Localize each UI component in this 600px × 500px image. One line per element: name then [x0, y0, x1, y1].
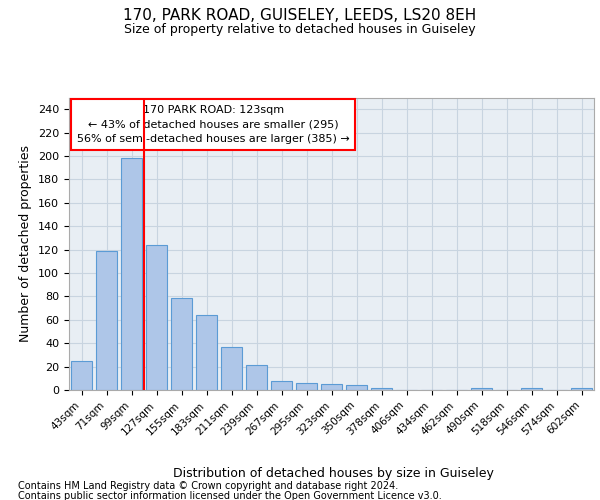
Bar	[321, 384, 342, 390]
Bar	[571, 388, 592, 390]
Bar	[171, 298, 192, 390]
Bar	[521, 388, 542, 390]
Bar	[296, 383, 317, 390]
Bar	[146, 245, 167, 390]
Text: Size of property relative to detached houses in Guiseley: Size of property relative to detached ho…	[124, 22, 476, 36]
Bar	[246, 366, 267, 390]
Text: 170, PARK ROAD, GUISELEY, LEEDS, LS20 8EH: 170, PARK ROAD, GUISELEY, LEEDS, LS20 8E…	[124, 8, 476, 22]
Bar	[96, 251, 117, 390]
Bar	[121, 158, 142, 390]
Bar	[271, 380, 292, 390]
Bar	[346, 386, 367, 390]
Y-axis label: Number of detached properties: Number of detached properties	[19, 145, 32, 342]
Text: Contains public sector information licensed under the Open Government Licence v3: Contains public sector information licen…	[18, 491, 442, 500]
Bar	[221, 346, 242, 390]
Bar	[71, 361, 92, 390]
Bar	[371, 388, 392, 390]
Bar	[196, 315, 217, 390]
Bar	[471, 388, 492, 390]
Text: Contains HM Land Registry data © Crown copyright and database right 2024.: Contains HM Land Registry data © Crown c…	[18, 481, 398, 491]
Text: 170 PARK ROAD: 123sqm
← 43% of detached houses are smaller (295)
56% of semi-det: 170 PARK ROAD: 123sqm ← 43% of detached …	[77, 105, 350, 144]
Text: Distribution of detached houses by size in Guiseley: Distribution of detached houses by size …	[173, 468, 493, 480]
